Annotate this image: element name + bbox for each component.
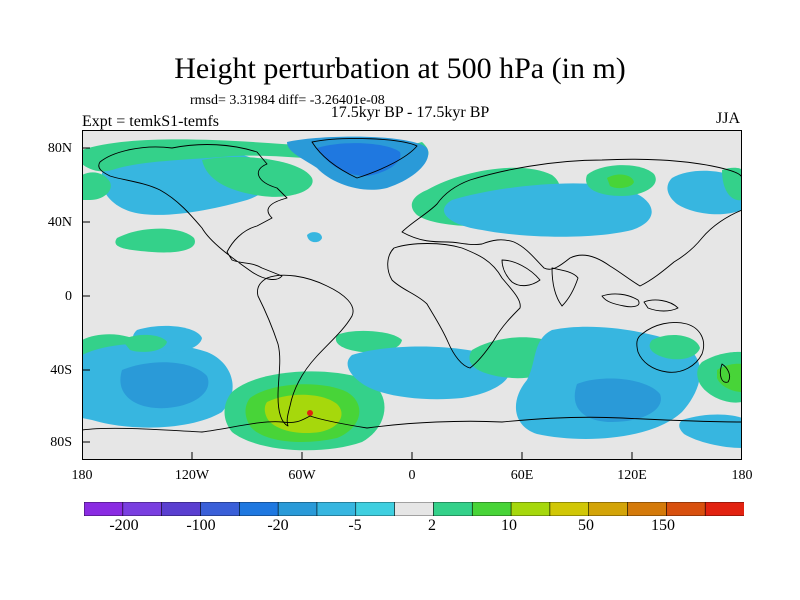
colorbar-label: 10 [501,517,517,534]
contour-negative-light [307,232,322,243]
colorbar-label: 150 [651,517,675,534]
colorbar-swatch [355,502,396,516]
colorbar-swatch [588,502,629,516]
x-tick-label: 60E [510,468,534,483]
contour-positive-light [722,167,742,201]
colorbar-swatch [316,502,357,516]
contour-positive-mid [607,174,634,189]
colorbar-swatch [627,502,667,516]
axis-ticks [82,147,633,460]
contour-positive-high [264,394,342,434]
contour-positive-light [122,334,167,352]
colorbar-swatch [84,502,124,516]
colorbar-swatch [510,502,551,516]
contour-positive-peak [307,410,313,416]
y-tick-label: 0 [65,289,72,304]
x-tick-label: 0 [408,468,416,483]
x-tick-label: 180 [731,468,753,483]
colorbar-swatch [277,502,318,516]
coastline-indonesia [601,293,679,312]
coastline-south-america [257,274,354,427]
x-tick-label: 60W [288,468,316,483]
colorbar-label: -200 [109,517,139,534]
colorbar-swatch [433,502,473,516]
colorbar-swatch [471,502,512,516]
period-subtitle: 17.5kyr BP - 17.5kyr BP [330,104,490,121]
colorbar-label: -20 [267,517,289,534]
map-panel [81,130,743,465]
contour-positive-light [335,330,402,353]
x-tick-label: 180 [71,468,93,483]
colorbar-label: -5 [348,517,362,534]
rmsd-stats: rmsd= 3.31984 diff= -3.26401e-08 [190,93,385,108]
coastline-australia [636,322,705,373]
colorbar-swatch [122,502,163,516]
colorbar-label: 2 [428,517,436,534]
colorbar-swatch [666,502,706,516]
y-tick-label: 40N [47,215,72,230]
contour-positive-light [649,334,700,360]
y-tick-label: 80S [50,435,72,450]
y-tick-label: 80N [47,141,72,156]
colorbar-label: 50 [578,517,594,534]
colorbar-swatch [238,502,279,516]
season-label: JJA [715,110,740,127]
contour-negative-light [347,346,510,400]
colorbar-label: -100 [186,517,216,534]
contour-positive-light [202,156,313,197]
colorbar-swatch [549,502,590,516]
coastlines [81,138,743,433]
coastline-north-america [98,144,288,280]
contour-positive-light [82,172,111,200]
contour-negative-mid [120,362,209,409]
contour-negative-mid [574,378,661,422]
colorbar-swatch [394,502,435,516]
colorbar-swatch [704,502,744,516]
coastline-eurasia [401,158,743,287]
colorbar [84,502,744,516]
contour-positive-light [115,228,195,253]
contour-negative-light [679,414,742,448]
coastline-arabia [501,259,541,287]
x-tick-label: 120W [174,468,210,483]
coastline-greenland [311,138,418,179]
x-tick-label: 120E [617,468,647,483]
colorbar-swatch [200,502,240,516]
coastline-new-zealand [719,363,731,383]
coastline-india [551,267,579,307]
map-title: Height perturbation at 500 hPa (in m) [174,52,626,85]
coastline-africa [387,243,521,369]
experiment-label: Expt = temkS1-temfs [82,113,220,130]
coastline-antarctica [81,415,743,433]
colorbar-swatch [161,502,202,516]
y-tick-label: 40S [50,363,72,378]
contour-negative-light [443,183,652,237]
contour-map [81,130,743,460]
